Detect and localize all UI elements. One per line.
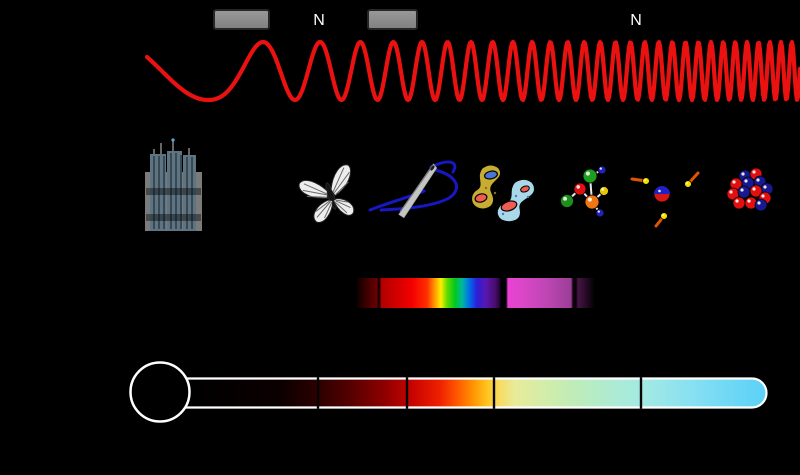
thermometer (129, 361, 768, 423)
building-band-1 (146, 188, 201, 195)
nucleon-highlight (757, 201, 761, 205)
building-tower-right (183, 155, 196, 231)
atom-highlight (563, 196, 567, 201)
building-band-2 (146, 214, 201, 221)
electron-highlight (686, 182, 688, 184)
atom-highlight (587, 197, 593, 202)
nucleon-highlight (752, 187, 756, 191)
atom-highlight (585, 171, 591, 176)
thermometer-tube (169, 377, 768, 409)
nucleon-highlight (735, 199, 739, 203)
organelle-nucleus-blue (483, 170, 499, 180)
penetration-label-n-2: N (630, 12, 642, 29)
electron-highlight (644, 179, 646, 181)
nucleon-highlight (747, 199, 751, 203)
atom-highlight (601, 188, 605, 191)
building-windows (153, 153, 193, 229)
needle-icon (368, 160, 458, 219)
cell-dots (484, 186, 530, 216)
building-tower-middle (167, 151, 182, 231)
nucleon-highlight (761, 194, 765, 198)
molecule-icon (560, 165, 609, 218)
nucleon-highlight (741, 172, 745, 176)
buildings-icon (145, 138, 202, 231)
molecule-atom (582, 168, 598, 184)
nucleon-highlight (740, 188, 744, 192)
butterfly-veins (302, 167, 351, 219)
nucleon-highlight (763, 185, 767, 189)
nucleon-highlight (729, 190, 733, 194)
atomic-nuclei-icon (726, 167, 774, 212)
butterfly-icon (298, 164, 355, 223)
penetration-label-n-1: N (313, 12, 325, 29)
electron (642, 177, 650, 185)
molecule-atom (573, 182, 587, 196)
antenna-light (171, 138, 175, 142)
thermometer-ticks (316, 377, 643, 409)
molecule-atom (595, 208, 605, 218)
atom-highlight (597, 210, 600, 213)
organelle-red-2 (500, 200, 518, 212)
atom-nucleus-top (654, 186, 670, 194)
organelle-red-3 (520, 185, 530, 193)
atom-icon (630, 171, 700, 228)
needle-shading (399, 164, 434, 213)
nucleus-highlight (658, 189, 661, 193)
molecule-atom (599, 186, 609, 196)
atmosphere-penetration-box-1 (213, 9, 270, 30)
atom-highlight (599, 167, 602, 170)
organelle-red-1 (474, 193, 488, 203)
nucleon (737, 185, 751, 199)
em-wave (144, 39, 800, 103)
electron-highlight (662, 214, 664, 216)
nucleon-highlight (756, 178, 760, 182)
electron (684, 180, 692, 188)
butterfly-body (325, 182, 337, 210)
thermometer-bulb (129, 361, 191, 423)
needle-eye (430, 165, 435, 171)
needle-body (398, 163, 438, 219)
nucleon (732, 196, 746, 210)
molecule-atom (597, 165, 607, 175)
nucleon-highlight (732, 180, 736, 184)
protozoans-icon (470, 163, 537, 224)
molecule-atom (560, 194, 574, 208)
visible-spectrum-bar (357, 278, 595, 308)
nucleon-highlight (752, 170, 756, 174)
atmosphere-penetration-box-2 (367, 9, 418, 30)
nucleon (754, 198, 768, 212)
building-tower-left (150, 154, 166, 231)
protozoan-blue-cell (495, 178, 537, 224)
molecule-atom (584, 194, 600, 210)
atom-highlight (576, 185, 580, 189)
nucleon-highlight (744, 179, 748, 183)
electron (660, 212, 668, 220)
